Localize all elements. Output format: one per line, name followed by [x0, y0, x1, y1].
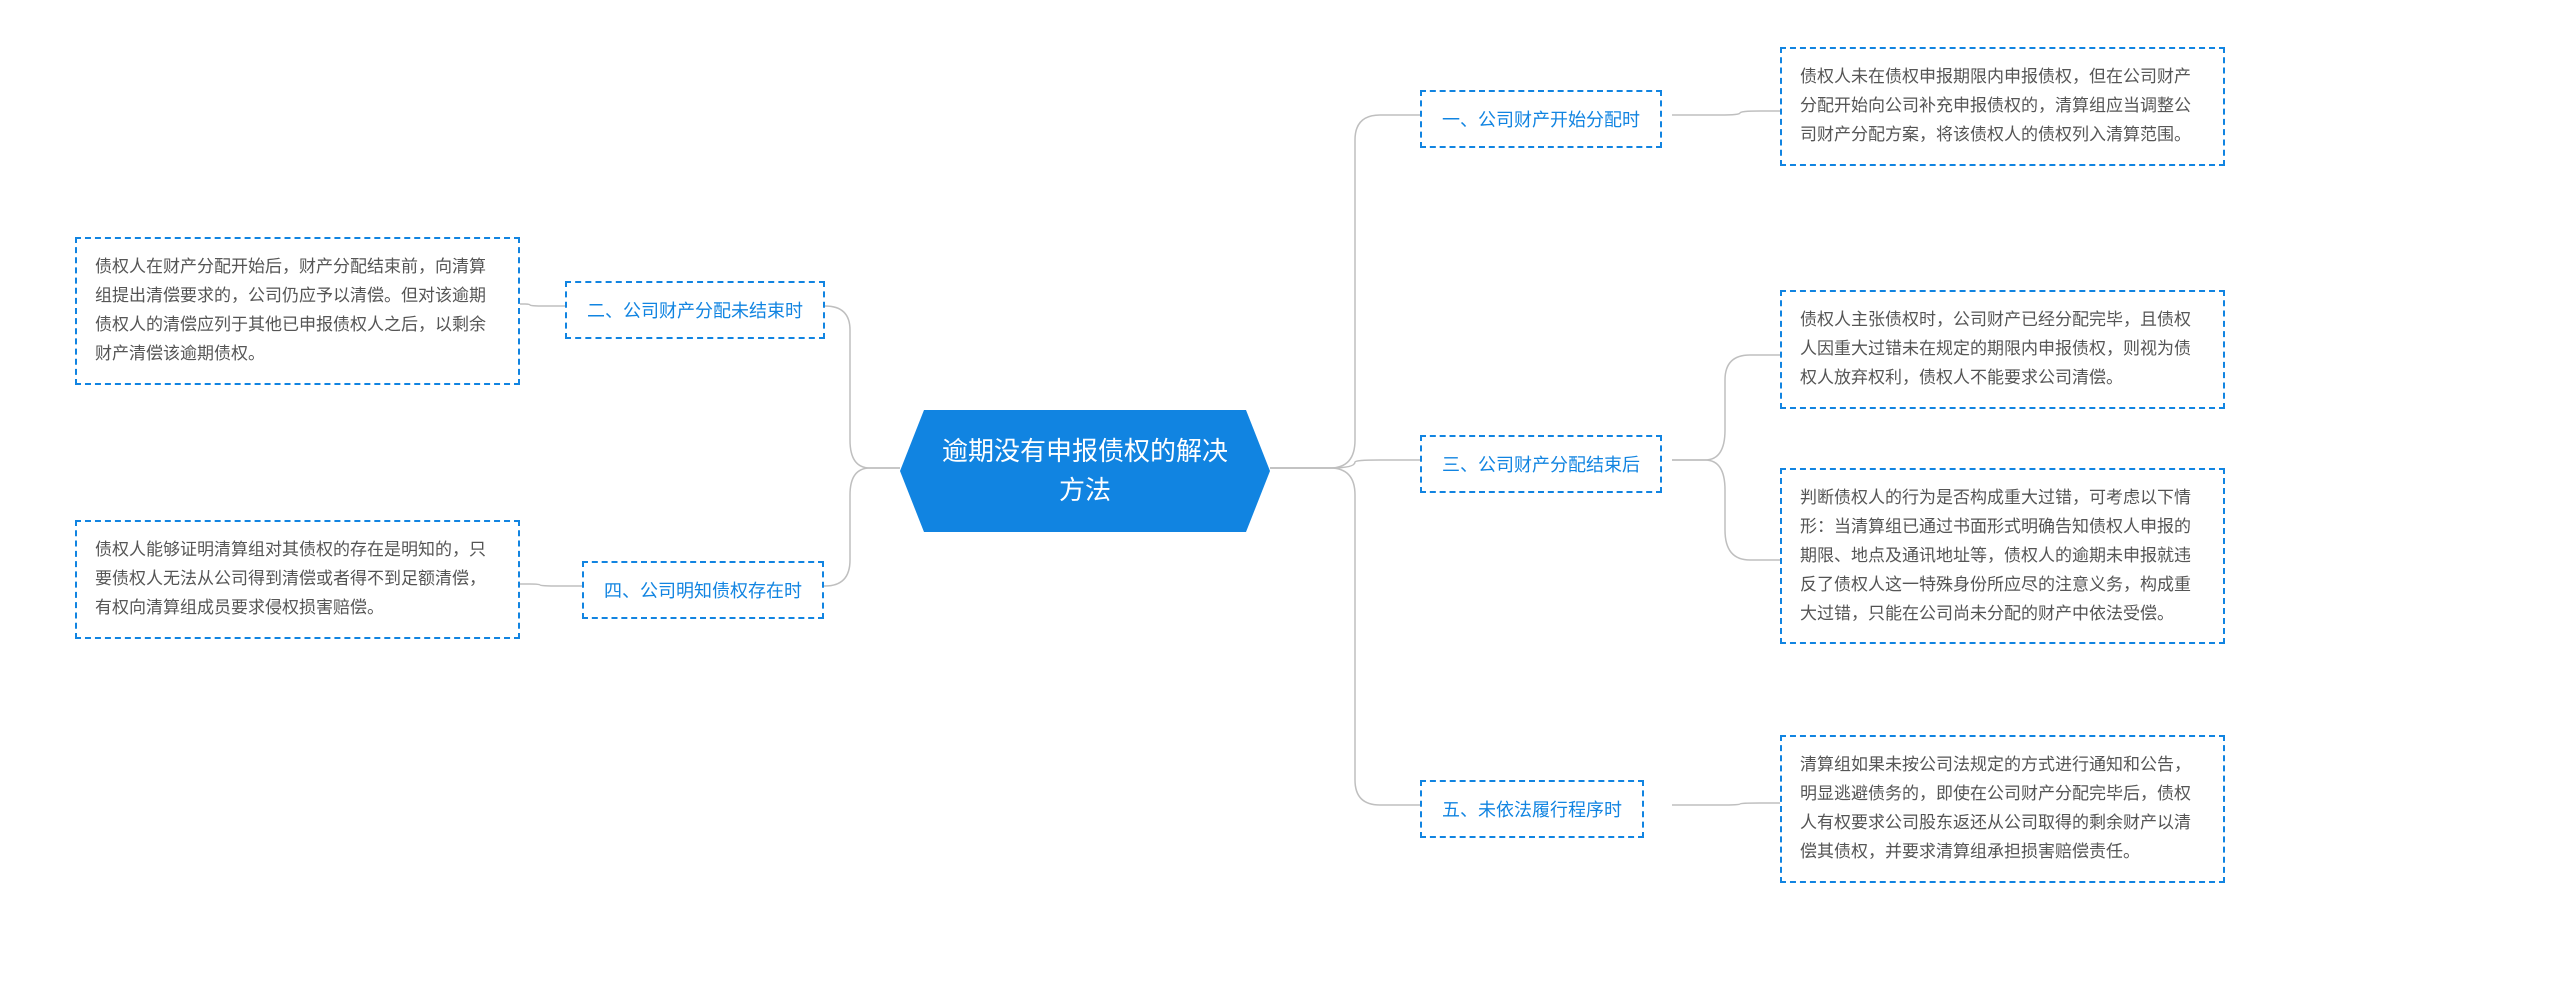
branch-3[interactable]: 三、公司财产分配结束后 [1420, 435, 1662, 493]
detail-1[interactable]: 债权人未在债权申报期限内申报债权，但在公司财产分配开始向公司补充申报债权的，清算… [1780, 47, 2225, 166]
center-topic[interactable]: 逾期没有申报债权的解决方法 [900, 410, 1270, 532]
branch-5-label: 五、未依法履行程序时 [1442, 800, 1622, 820]
branch-4-label: 四、公司明知债权存在时 [604, 581, 802, 601]
branch-1[interactable]: 一、公司财产开始分配时 [1420, 90, 1662, 148]
branch-2[interactable]: 二、公司财产分配未结束时 [565, 281, 825, 339]
detail-2-text: 债权人在财产分配开始后，财产分配结束前，向清算组提出清偿要求的，公司仍应予以清偿… [95, 257, 486, 363]
detail-5-text: 清算组如果未按公司法规定的方式进行通知和公告，明显逃避债务的，即使在公司财产分配… [1800, 755, 2191, 861]
detail-2[interactable]: 债权人在财产分配开始后，财产分配结束前，向清算组提出清偿要求的，公司仍应予以清偿… [75, 237, 520, 385]
branch-1-label: 一、公司财产开始分配时 [1442, 110, 1640, 130]
detail-3a[interactable]: 债权人主张债权时，公司财产已经分配完毕，且债权人因重大过错未在规定的期限内申报债… [1780, 290, 2225, 409]
detail-3a-text: 债权人主张债权时，公司财产已经分配完毕，且债权人因重大过错未在规定的期限内申报债… [1800, 310, 2191, 387]
detail-5[interactable]: 清算组如果未按公司法规定的方式进行通知和公告，明显逃避债务的，即使在公司财产分配… [1780, 735, 2225, 883]
detail-3b-text: 判断债权人的行为是否构成重大过错，可考虑以下情形：当清算组已通过书面形式明确告知… [1800, 488, 2191, 623]
center-title: 逾期没有申报债权的解决方法 [942, 436, 1228, 505]
detail-4-text: 债权人能够证明清算组对其债权的存在是明知的，只要债权人无法从公司得到清偿或者得不… [95, 540, 486, 617]
branch-4[interactable]: 四、公司明知债权存在时 [582, 561, 824, 619]
branch-2-label: 二、公司财产分配未结束时 [587, 301, 803, 321]
detail-3b[interactable]: 判断债权人的行为是否构成重大过错，可考虑以下情形：当清算组已通过书面形式明确告知… [1780, 468, 2225, 644]
branch-3-label: 三、公司财产分配结束后 [1442, 455, 1640, 475]
branch-5[interactable]: 五、未依法履行程序时 [1420, 780, 1644, 838]
detail-4[interactable]: 债权人能够证明清算组对其债权的存在是明知的，只要债权人无法从公司得到清偿或者得不… [75, 520, 520, 639]
detail-1-text: 债权人未在债权申报期限内申报债权，但在公司财产分配开始向公司补充申报债权的，清算… [1800, 67, 2191, 144]
